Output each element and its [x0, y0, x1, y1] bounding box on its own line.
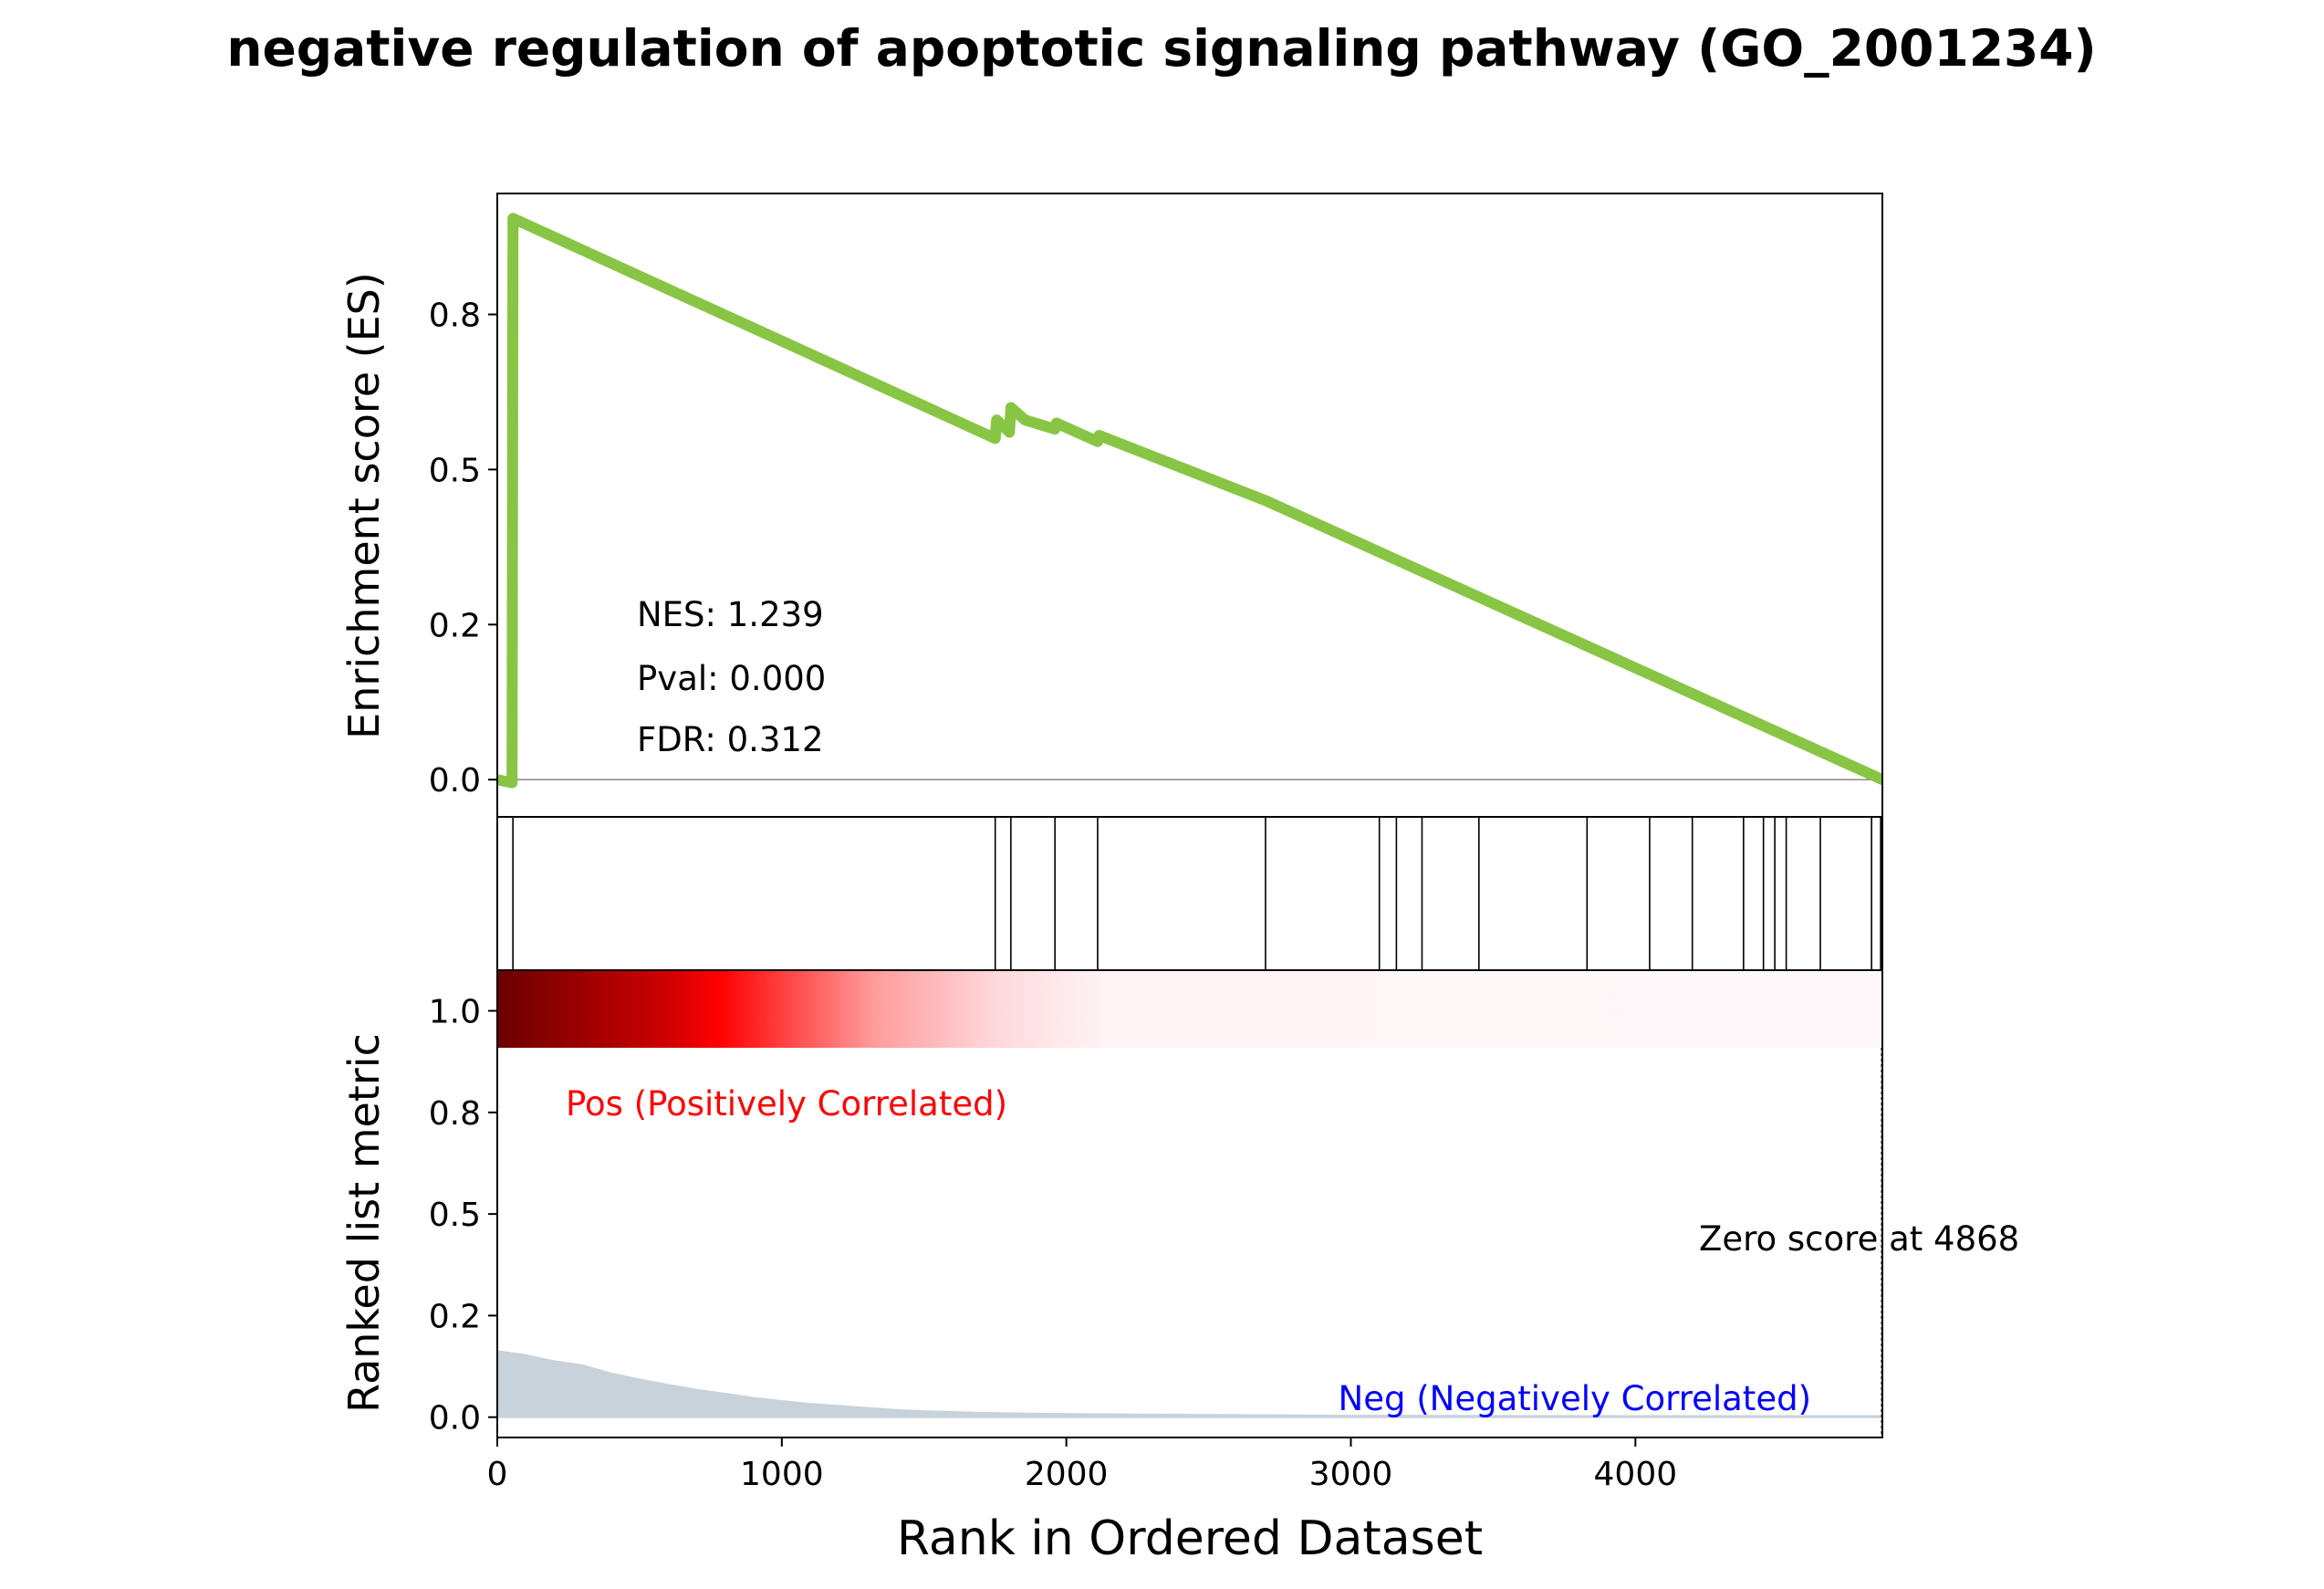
x-axis-label: Rank in Ordered Dataset [897, 1511, 1483, 1566]
x-tick-label: 3000 [1309, 1456, 1393, 1493]
hit-lines [512, 817, 1881, 970]
x-tick-label: 0 [487, 1456, 508, 1493]
nes-annotation: NES: 1.239 [637, 595, 824, 634]
ranked-y-tick-label: 0.8 [429, 1095, 481, 1133]
es-y-tick-label: 0.5 [429, 452, 481, 489]
es-line-group [497, 213, 1882, 789]
ranked-y-axis-label: Ranked list metric [339, 1033, 389, 1413]
ranked-y-ticks: 0.0 0.2 0.5 0.8 1.0 [429, 994, 497, 1437]
x-tick-label: 1000 [740, 1456, 824, 1493]
hits-panel [496, 816, 1883, 971]
x-tick-label: 2000 [1025, 1456, 1109, 1493]
ranked-panel: 0.0 0.2 0.5 0.8 1.0 Ranked list metric Pos (… [339, 969, 2019, 1438]
fdr-annotation: FDR: 0.312 [637, 720, 824, 759]
x-axis-ticks: 0 1000 2000 3000 4000 [487, 1437, 1678, 1493]
heatmap-strip [498, 971, 1881, 1048]
es-y-axis-label: Enrichment score (ES) [339, 272, 389, 739]
hits-panel-frame [496, 816, 1883, 971]
es-series-line-0 [497, 213, 1882, 789]
chart-title: negative regulation of apoptotic signali… [226, 19, 2096, 78]
es-y-tick-label: 0.8 [429, 298, 481, 335]
es-y-tick-label: 0.2 [429, 607, 481, 644]
es-panel: 0.0 0.2 0.5 0.8 Enrichment score (ES) NES: … [339, 193, 1883, 818]
ranked-metric-area [497, 1350, 1882, 1417]
ranked-panel-frame [496, 969, 1883, 1438]
es-y-tick-label: 0.0 [429, 762, 481, 800]
x-tick-label: 4000 [1594, 1456, 1678, 1493]
ranked-y-tick-label: 1.0 [429, 994, 481, 1031]
ranked-y-tick-label: 0.2 [429, 1298, 481, 1335]
ranked-y-tick-label: 0.5 [429, 1197, 481, 1234]
ranked-y-tick-label: 0.0 [429, 1400, 481, 1437]
pval-annotation: Pval: 0.000 [637, 659, 826, 698]
neg-correlated-label: Neg (Negatively Correlated) [1339, 1379, 1811, 1418]
zero-score-label: Zero score at 4868 [1699, 1219, 2019, 1259]
pos-correlated-label: Pos (Positively Correlated) [566, 1084, 1007, 1124]
es-y-ticks: 0.0 0.2 0.5 0.8 [429, 298, 497, 800]
